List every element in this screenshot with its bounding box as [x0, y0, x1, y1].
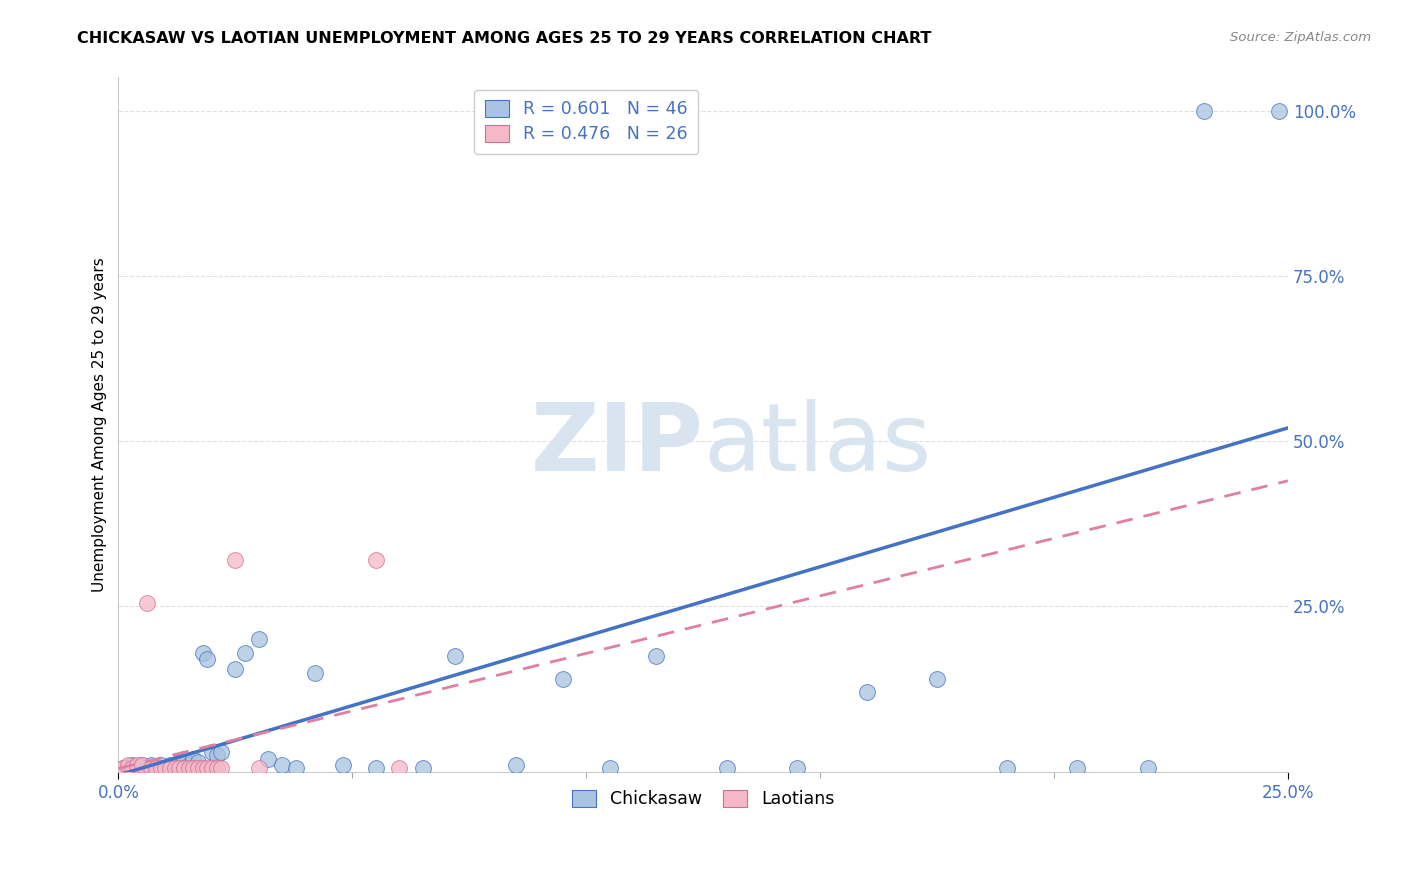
Point [163, 758, 186, 772]
Point [187, 761, 209, 775]
Point [205, 748, 228, 763]
Point [181, 751, 204, 765]
Point [645, 648, 668, 663]
Point [224, 662, 246, 676]
Point [167, 761, 190, 775]
Point [285, 761, 308, 775]
Point [364, 553, 387, 567]
Point [112, 761, 135, 775]
Point [145, 761, 167, 775]
Point [127, 761, 149, 775]
Point [121, 761, 143, 775]
Point [195, 761, 218, 775]
Point [247, 632, 270, 647]
Point [187, 755, 209, 769]
Point [167, 755, 190, 769]
Point [163, 761, 186, 775]
Text: Source: ZipAtlas.com: Source: ZipAtlas.com [1230, 31, 1371, 45]
Point [201, 745, 224, 759]
Point [191, 646, 214, 660]
Point [1136, 761, 1159, 775]
Point [112, 761, 135, 775]
Point [131, 758, 153, 772]
Point [135, 596, 157, 610]
Point [716, 761, 738, 775]
Point [155, 761, 177, 775]
Point [332, 758, 354, 772]
Point [201, 761, 224, 775]
Point [145, 761, 167, 775]
Y-axis label: Unemployment Among Ages 25 to 29 years: Unemployment Among Ages 25 to 29 years [93, 257, 107, 592]
Point [505, 758, 527, 772]
Point [233, 646, 256, 660]
Point [224, 553, 246, 567]
Point [149, 761, 172, 775]
Point [551, 672, 574, 686]
Point [1267, 103, 1289, 118]
Point [388, 761, 411, 775]
Point [304, 665, 326, 680]
Point [786, 761, 808, 775]
Point [173, 751, 195, 765]
Point [159, 758, 181, 772]
Point [141, 758, 163, 772]
Point [412, 761, 434, 775]
Point [205, 761, 228, 775]
Point [271, 758, 294, 772]
Point [181, 761, 204, 775]
Text: CHICKASAW VS LAOTIAN UNEMPLOYMENT AMONG AGES 25 TO 29 YEARS CORRELATION CHART: CHICKASAW VS LAOTIAN UNEMPLOYMENT AMONG … [77, 31, 932, 46]
Point [159, 761, 181, 775]
Point [927, 672, 949, 686]
Point [209, 761, 232, 775]
Point [149, 758, 172, 772]
Point [257, 751, 280, 765]
Point [141, 761, 163, 775]
Point [444, 648, 467, 663]
Text: ZIP: ZIP [530, 400, 703, 491]
Legend: Chickasaw, Laotians: Chickasaw, Laotians [565, 783, 842, 815]
Point [191, 761, 214, 775]
Point [995, 761, 1018, 775]
Point [599, 761, 621, 775]
Point [209, 745, 232, 759]
Point [1066, 761, 1088, 775]
Point [247, 761, 270, 775]
Point [127, 758, 149, 772]
Point [155, 761, 177, 775]
Point [856, 685, 879, 699]
Point [135, 761, 157, 775]
Point [131, 758, 153, 772]
Point [195, 652, 218, 666]
Point [177, 761, 200, 775]
Point [117, 758, 139, 772]
Point [1192, 103, 1215, 118]
Text: atlas: atlas [703, 400, 931, 491]
Point [117, 761, 139, 775]
Point [121, 758, 143, 772]
Point [177, 758, 200, 772]
Point [173, 761, 195, 775]
Point [364, 761, 387, 775]
